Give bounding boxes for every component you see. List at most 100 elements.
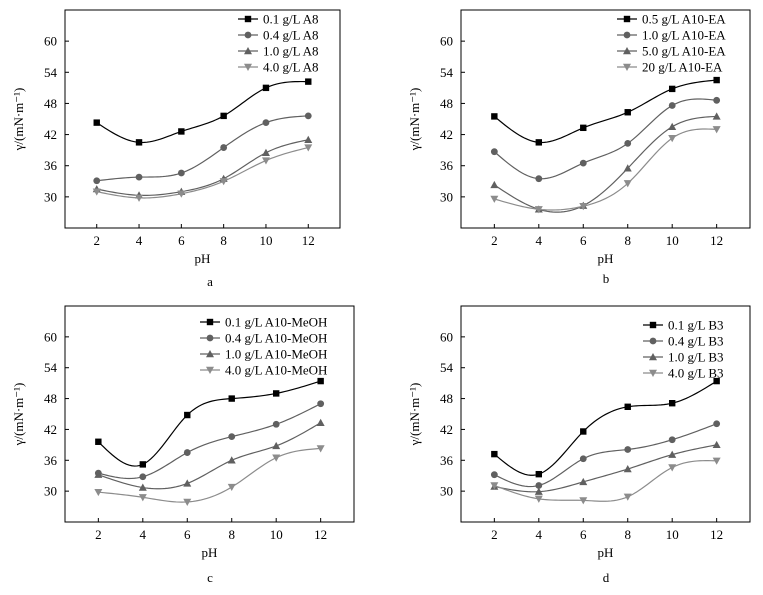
legend-marker: [623, 15, 631, 23]
legend-label: 0.4 g/L A8: [263, 28, 319, 43]
y-tick-label: 36: [440, 453, 454, 468]
data-point: [668, 400, 676, 407]
series-line: [493, 79, 717, 144]
data-point: [623, 180, 632, 188]
legend-marker: [206, 318, 214, 326]
data-point: [490, 482, 499, 490]
data-point: [139, 461, 147, 468]
y-tick-label: 54: [44, 65, 58, 80]
y-tick-label: 42: [44, 127, 57, 142]
data-point: [317, 377, 324, 385]
x-tick-label: 10: [666, 527, 679, 542]
data-point: [139, 473, 147, 481]
data-point: [227, 456, 236, 464]
data-point: [668, 450, 677, 458]
chart-panel-a: 2 4 6 8 10 12 30 36 42 48 54 60 pH γ/(mN·m⁻¹) a 0.1 g/L…: [11, 9, 341, 289]
x-tick-label: 6: [178, 233, 185, 248]
y-tick-label: 42: [44, 422, 57, 437]
panel-caption: c: [207, 570, 213, 585]
data-point: [712, 440, 721, 449]
data-point: [92, 188, 101, 196]
legend-label: 0.4 g/L B3: [668, 334, 724, 349]
y-tick-label: 48: [44, 96, 57, 111]
y-tick-label: 48: [44, 391, 57, 406]
chart-panel-d: 2 4 6 8 10 12 30 36 42 48 54 60 pH γ/(mN·m⁻¹) d 0.1 g/L…: [407, 305, 751, 585]
y-tick-label: 36: [440, 158, 454, 173]
legend-marker: [244, 63, 252, 71]
data-point: [228, 395, 235, 402]
series-line: [96, 146, 309, 199]
data-point: [272, 420, 280, 428]
data-point: [580, 124, 587, 132]
data-point: [183, 479, 192, 487]
x-tick-label: 8: [624, 233, 631, 248]
series-line: [96, 115, 309, 182]
x-tick-label: 8: [228, 527, 235, 542]
series-line: [97, 380, 321, 467]
legend-label: 5.0 g/L A10-EA: [642, 44, 726, 59]
y-tick-label: 36: [44, 158, 58, 173]
data-point: [535, 470, 543, 478]
x-tick-label: 10: [259, 233, 272, 248]
data-point: [490, 180, 499, 189]
data-point: [579, 497, 588, 505]
legend-marker: [244, 47, 252, 55]
data-point: [713, 420, 721, 428]
data-point: [668, 135, 677, 143]
data-point: [623, 164, 632, 172]
data-point: [534, 487, 543, 495]
legend-marker: [623, 63, 631, 71]
data-point: [94, 488, 103, 497]
data-point: [490, 195, 499, 203]
x-tick-label: 6: [184, 527, 191, 542]
legend-marker: [649, 369, 657, 377]
data-point: [579, 477, 588, 486]
y-tick-label: 30: [440, 484, 453, 499]
series-line: [494, 423, 717, 488]
x-axis-label: pH: [202, 545, 218, 560]
y-axis-label: γ/(mN·m⁻¹): [407, 88, 422, 152]
legend-marker: [649, 321, 657, 329]
series-line: [493, 98, 717, 180]
plot-frame: [460, 305, 751, 523]
legend-label: 1.0 g/L A8: [263, 44, 319, 59]
x-tick-label: 12: [314, 527, 327, 542]
legend-label: 4.0 g/L A8: [263, 60, 319, 75]
data-point: [304, 144, 313, 152]
data-point: [219, 178, 228, 186]
data-point: [316, 418, 325, 426]
data-point: [228, 433, 236, 441]
data-point: [262, 84, 270, 92]
data-point: [183, 449, 191, 456]
x-tick-label: 6: [580, 233, 587, 248]
series-line: [96, 80, 309, 144]
y-tick-label: 48: [440, 96, 453, 111]
series-line: [494, 460, 717, 502]
data-point: [94, 470, 103, 478]
data-point: [178, 128, 185, 135]
data-point: [177, 190, 186, 198]
y-axis-label: γ/(mN·m⁻¹): [11, 383, 26, 447]
data-point: [138, 483, 147, 491]
x-axis-label: pH: [598, 545, 614, 560]
data-point: [713, 377, 720, 385]
data-point: [304, 112, 312, 120]
series-line: [98, 422, 321, 490]
legend-label: 4.0 g/L A10-MeOH: [225, 363, 327, 378]
data-point: [713, 96, 721, 104]
data-point: [624, 139, 632, 147]
legend-marker: [244, 31, 252, 39]
data-point: [305, 78, 312, 85]
legend-label: 1.0 g/L A10-EA: [642, 28, 726, 43]
data-point: [535, 175, 543, 183]
legend-label: 0.1 g/L A8: [263, 12, 319, 27]
x-tick-label: 4: [140, 527, 147, 542]
data-point: [491, 450, 498, 458]
y-tick-label: 54: [44, 360, 58, 375]
data-point: [93, 177, 101, 185]
panel-caption: d: [603, 570, 610, 585]
y-tick-label: 30: [44, 189, 57, 204]
data-point: [93, 119, 100, 126]
data-point: [535, 139, 543, 146]
